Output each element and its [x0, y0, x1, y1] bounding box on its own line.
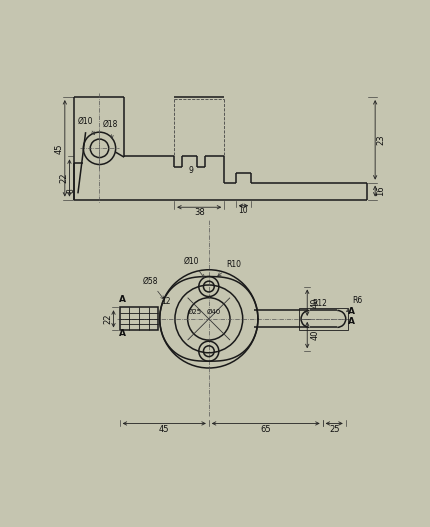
- Text: 22: 22: [104, 314, 113, 324]
- Text: Ø10: Ø10: [184, 257, 204, 278]
- Text: A: A: [348, 317, 355, 326]
- Text: 8: 8: [67, 189, 76, 193]
- Text: 9: 9: [189, 165, 194, 174]
- Text: 16: 16: [376, 186, 385, 197]
- Text: 40: 40: [310, 330, 319, 340]
- Bar: [120, 307, 158, 330]
- Text: R12: R12: [312, 299, 327, 308]
- Text: A: A: [119, 295, 126, 304]
- Text: 22: 22: [60, 173, 68, 183]
- Bar: [299, 308, 348, 330]
- Text: Ø58: Ø58: [143, 277, 164, 299]
- Text: 38: 38: [194, 208, 205, 217]
- Text: 25: 25: [329, 425, 339, 434]
- Text: 45: 45: [159, 425, 169, 434]
- Text: 10: 10: [239, 206, 248, 215]
- Text: 40: 40: [310, 297, 319, 308]
- Text: Ø18: Ø18: [103, 120, 118, 139]
- Text: 45: 45: [55, 143, 64, 153]
- Text: 65: 65: [261, 425, 271, 434]
- Text: Ø10: Ø10: [78, 117, 95, 134]
- Text: A: A: [119, 329, 126, 338]
- Text: A: A: [348, 307, 355, 316]
- Text: R6: R6: [347, 297, 362, 311]
- Text: 12: 12: [161, 297, 171, 306]
- Text: Ø40: Ø40: [206, 308, 221, 315]
- Text: Ø25: Ø25: [188, 308, 202, 315]
- Text: 23: 23: [376, 134, 385, 145]
- Text: R10: R10: [218, 259, 241, 276]
